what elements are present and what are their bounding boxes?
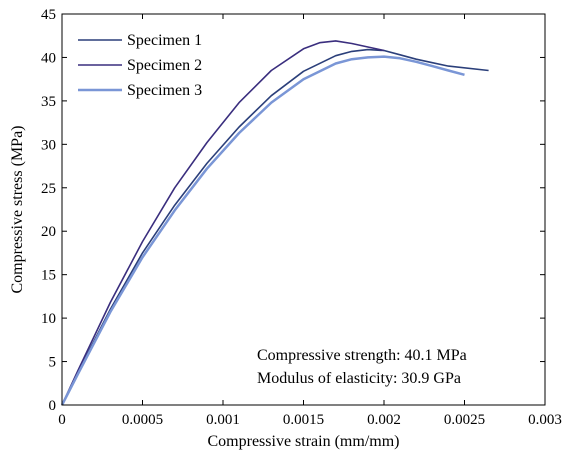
y-tick-label: 5 — [49, 355, 57, 371]
x-tick-label: 0.0005 — [122, 412, 163, 428]
annotation-text: Compressive strength: 40.1 MPa — [257, 347, 467, 364]
x-tick-label: 0.0015 — [283, 412, 324, 428]
y-tick-label: 25 — [41, 181, 56, 197]
y-axis-label: Compressive stress (MPa) — [9, 126, 26, 294]
legend-label: Specimen 2 — [127, 57, 202, 74]
series-line-specimen-1 — [61, 48, 489, 406]
y-tick-label: 10 — [41, 311, 56, 327]
series-line-specimen-3 — [60, 55, 465, 406]
y-tick-label: 30 — [41, 137, 56, 153]
annotation-box: Compressive strength: 40.1 MPa Modulus of… — [257, 347, 467, 387]
y-tick-label: 20 — [41, 224, 56, 240]
x-tick-label: 0.003 — [528, 412, 562, 428]
x-tick-label: 0 — [58, 412, 66, 428]
x-tick-label: 0.0025 — [444, 412, 485, 428]
series-line-specimen-2 — [61, 40, 385, 406]
x-axis-label: Compressive strain (mm/mm) — [208, 433, 400, 450]
legend-label: Specimen 3 — [127, 82, 202, 99]
y-tick-label: 45 — [41, 7, 56, 23]
x-tick-label: 0.002 — [367, 412, 401, 428]
y-tick-label: 15 — [41, 268, 56, 284]
y-tick-label: 40 — [41, 50, 56, 66]
y-tick-label: 0 — [49, 398, 57, 414]
annotation-text: Modulus of elasticity: 30.9 GPa — [257, 370, 461, 387]
legend-label: Specimen 1 — [127, 32, 202, 49]
y-tick-label: 35 — [41, 94, 56, 110]
legend: Specimen 1 Specimen 2 Specimen 3 — [78, 32, 202, 99]
x-tick-label: 0.001 — [206, 412, 240, 428]
